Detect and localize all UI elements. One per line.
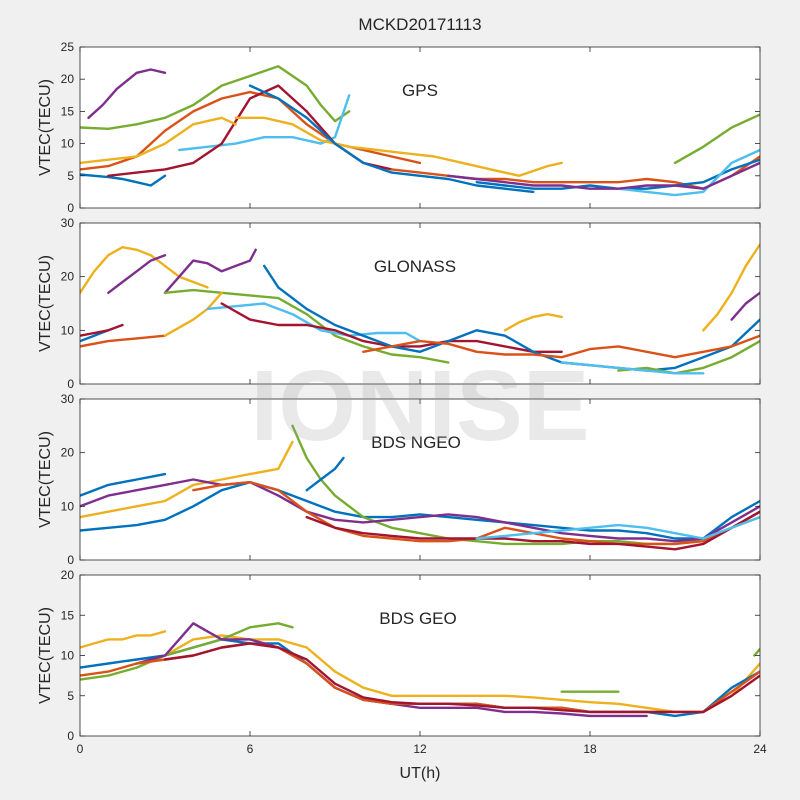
y-tick-label: 0 — [67, 201, 74, 215]
series-line — [80, 334, 167, 348]
plot-area — [80, 47, 760, 208]
x-tick-label: 6 — [247, 742, 254, 756]
series-group — [80, 424, 760, 551]
y-tick-label: 0 — [67, 729, 74, 743]
series-group — [80, 622, 760, 718]
panels-group: 0 5 10 15 20 25 VTEC(TECU) GPS 0 10 20 30 VTEC(TECU)… — [37, 40, 767, 756]
x-tick-label: 24 — [753, 742, 767, 756]
y-tick-label: 10 — [61, 137, 75, 151]
series-line — [80, 622, 294, 681]
series-line — [80, 481, 760, 540]
panel-label: BDS GEO — [379, 609, 456, 628]
x-axis-label: UT(h) — [400, 765, 441, 782]
series-line — [617, 339, 760, 375]
y-tick-label: 20 — [61, 446, 75, 460]
series-line — [80, 440, 294, 519]
x-tick-label: 12 — [413, 742, 427, 756]
series-line — [80, 478, 760, 543]
series-line — [702, 243, 760, 332]
series-line — [305, 510, 760, 551]
y-tick-label: 10 — [61, 323, 75, 337]
series-line — [80, 245, 209, 294]
series-line — [87, 68, 167, 120]
panel-label: GLONASS — [374, 257, 456, 276]
series-line — [80, 323, 124, 337]
y-axis-label: VTEC(TECU) — [37, 431, 54, 528]
series-line — [263, 264, 760, 372]
series-line — [80, 65, 351, 131]
y-axis-label: VTEC(TECU) — [37, 79, 54, 176]
series-line — [163, 642, 760, 714]
panel-1: 0 10 20 30 VTEC(TECU) GLONASS — [37, 216, 761, 391]
series-group — [80, 65, 760, 197]
panel-0: 0 5 10 15 20 25 VTEC(TECU) GPS — [37, 40, 761, 215]
y-tick-label: 0 — [67, 377, 74, 391]
panel-label: BDS NGEO — [371, 433, 461, 452]
series-line — [206, 302, 422, 343]
series-line — [560, 361, 705, 375]
y-tick-label: 30 — [61, 216, 75, 230]
series-line — [234, 116, 563, 178]
series-line — [673, 113, 760, 165]
y-tick-label: 25 — [61, 40, 75, 54]
y-tick-label: 10 — [61, 649, 75, 663]
series-line — [447, 161, 760, 190]
panel-2: 0 10 20 30 VTEC(TECU) BDS NGEO — [37, 392, 761, 567]
series-line — [475, 515, 760, 540]
y-tick-label: 20 — [61, 270, 75, 284]
x-tick-label: 0 — [77, 742, 84, 756]
series-line — [177, 94, 351, 152]
y-tick-label: 5 — [67, 689, 74, 703]
series-line — [617, 148, 760, 197]
y-axis-label: VTEC(TECU) — [37, 255, 54, 352]
series-line — [80, 472, 167, 497]
y-tick-label: 5 — [67, 169, 74, 183]
y-axis-label: VTEC(TECU) — [37, 607, 54, 704]
panel-3: 0 5 10 15 20 0 6 12 18 24 VTEC(TECU) BDS GEO — [37, 568, 767, 756]
y-tick-label: 30 — [61, 392, 75, 406]
series-line — [753, 647, 760, 657]
panel-label: GPS — [402, 81, 438, 100]
series-line — [305, 456, 345, 492]
x-tick-label: 18 — [583, 742, 597, 756]
series-line — [107, 253, 167, 294]
y-tick-label: 15 — [61, 608, 75, 622]
figure-title: MCKD20171113 — [358, 15, 481, 34]
series-line — [248, 84, 535, 194]
series-group — [80, 243, 760, 375]
series-line — [80, 630, 167, 649]
watermark: IONISE — [251, 350, 590, 462]
y-tick-label: 15 — [61, 104, 75, 118]
y-tick-label: 20 — [61, 568, 75, 582]
series-line — [163, 248, 257, 294]
series-line — [503, 313, 563, 332]
y-tick-label: 10 — [61, 499, 75, 513]
series-line — [163, 634, 760, 714]
series-line — [730, 291, 760, 321]
series-line — [362, 334, 760, 359]
series-line — [80, 173, 167, 187]
y-tick-label: 0 — [67, 553, 74, 567]
series-line — [163, 288, 450, 364]
series-line — [80, 116, 238, 165]
series-line — [163, 291, 223, 337]
y-tick-label: 20 — [61, 72, 75, 86]
